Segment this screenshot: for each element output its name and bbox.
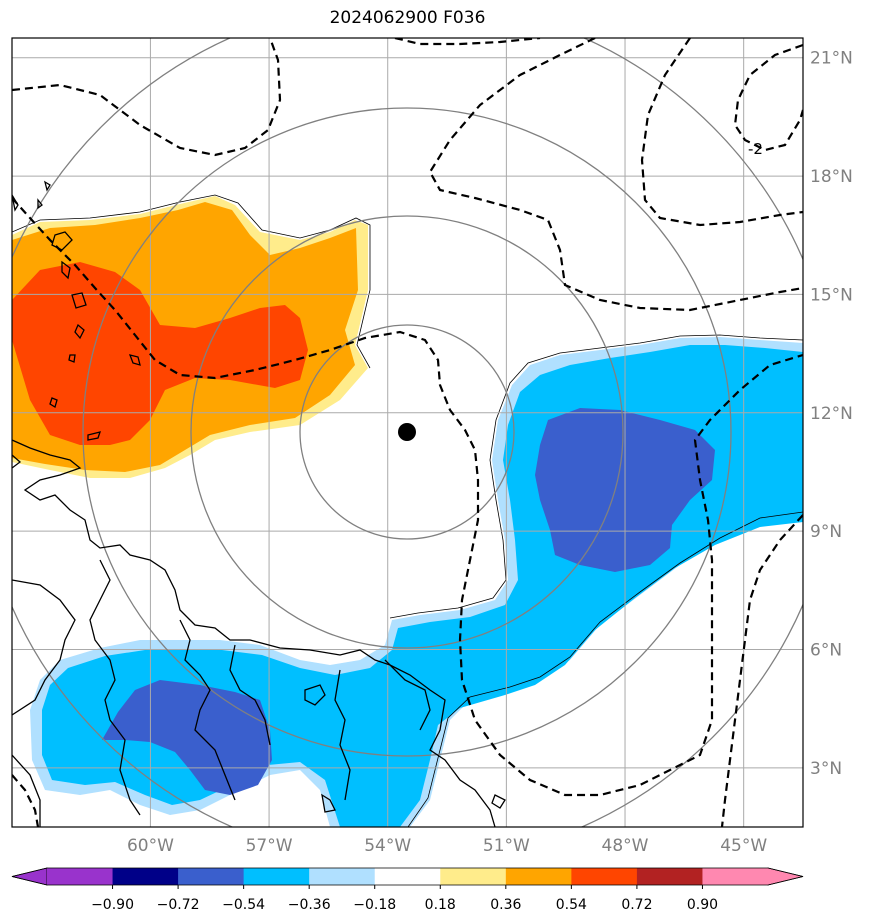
latitude-tick-label: 6°N	[810, 640, 842, 660]
colorbar-tick-label: 0.54	[556, 897, 587, 913]
map-title: 2024062900 F036	[329, 8, 486, 28]
colorbar-tick-label: −0.90	[91, 897, 134, 913]
colorbar-tick-label: 0.90	[687, 897, 718, 913]
latitude-tick-label: 12°N	[810, 404, 853, 424]
colorbar-tick-label: 0.72	[621, 897, 652, 913]
latitude-labels: 21°N 18°N 15°N 12°N 9°N 6°N 3°N	[810, 49, 853, 779]
colorbar	[11, 867, 804, 886]
longitude-tick-label: 57°W	[246, 836, 293, 856]
colorbar-under-extension	[11, 867, 48, 886]
colorbar-bin	[47, 868, 114, 885]
colorbar-tick-label: −0.54	[222, 897, 265, 913]
latitude-tick-label: 18°N	[810, 167, 853, 187]
colorbar-bin	[374, 868, 441, 885]
longitude-tick-label: 51°W	[483, 836, 530, 856]
colorbar-tick-label: 0.36	[490, 897, 521, 913]
longitude-tick-label: 48°W	[602, 836, 649, 856]
map-panel: -2	[12, 38, 803, 827]
map-frame	[11, 37, 804, 828]
longitude-tick-label: 60°W	[127, 836, 174, 856]
distance-rings	[12, 38, 803, 827]
colorbar-tick-label: −0.36	[288, 897, 331, 913]
colorbar-bin	[112, 868, 179, 885]
colorbar-bin	[636, 868, 703, 885]
colorbar-bin	[505, 868, 572, 885]
storm-center-marker	[398, 423, 416, 441]
colorbar-bin	[702, 868, 769, 885]
colorbar-tick-label: −0.72	[157, 897, 200, 913]
contour-label: -2	[748, 140, 763, 158]
longitude-labels: 60°W 57°W 54°W 51°W 48°W 45°W	[127, 836, 767, 856]
latitude-tick-label: 21°N	[810, 49, 853, 69]
colorbar-bin	[440, 868, 507, 885]
dashed-contours	[12, 38, 803, 827]
colorbar-tick-label: −0.18	[353, 897, 396, 913]
graticule	[12, 38, 803, 827]
colorbar-frame	[11, 867, 804, 886]
negative-anomaly-dark-south	[102, 680, 272, 795]
colorbar-tick-labels: −0.90 −0.72 −0.54 −0.36 −0.18 0.18 0.36 0.54 0.7…	[91, 885, 718, 913]
colorbar-tick-label: 0.18	[425, 897, 456, 913]
longitude-tick-label: 54°W	[364, 836, 411, 856]
coastlines	[12, 180, 506, 827]
colorbar-bin	[309, 868, 376, 885]
colorbar-over-extension	[767, 867, 804, 886]
colorbar-bin	[178, 868, 245, 885]
positive-anomaly-dark	[12, 262, 308, 445]
longitude-tick-label: 45°W	[720, 836, 767, 856]
latitude-tick-label: 3°N	[810, 759, 842, 779]
latitude-tick-label: 15°N	[810, 285, 853, 305]
colorbar-bin	[571, 868, 638, 885]
latitude-tick-label: 9°N	[810, 522, 842, 542]
colorbar-bin	[243, 868, 310, 885]
